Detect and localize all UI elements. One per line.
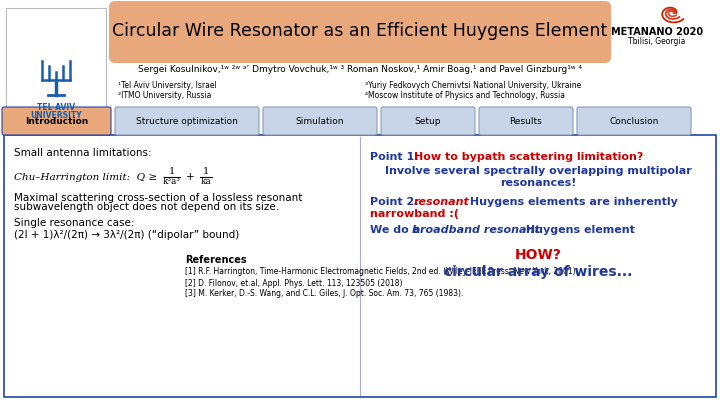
Text: Huygens elements are inherently: Huygens elements are inherently — [466, 197, 678, 207]
Text: Results: Results — [510, 117, 542, 126]
Text: Sergei Kosulnikov,¹ʷ ²ʷ ᵃ’ Dmytro Vovchuk,¹ʷ ³ Roman Noskov,¹ Amir Boag,¹ and Pa: Sergei Kosulnikov,¹ʷ ²ʷ ᵃ’ Dmytro Vovchu… — [138, 64, 582, 73]
Text: 1: 1 — [169, 168, 175, 177]
Text: Chu–Harrington limit:  Q ≥: Chu–Harrington limit: Q ≥ — [14, 173, 161, 181]
Text: We do a: We do a — [370, 225, 424, 235]
Bar — [0, 0, 720, 135]
Text: Single resonance case:: Single resonance case: — [14, 218, 135, 228]
Text: Involve several spectrally overlapping multipolar: Involve several spectrally overlapping m… — [384, 166, 691, 176]
FancyBboxPatch shape — [2, 107, 111, 135]
Text: Simulation: Simulation — [296, 117, 344, 126]
Text: Conclusion: Conclusion — [609, 117, 659, 126]
Text: 1: 1 — [203, 168, 209, 177]
Text: Point 1:: Point 1: — [370, 152, 423, 162]
Bar — [4, 135, 716, 397]
Text: Small antenna limitations:: Small antenna limitations: — [14, 148, 152, 158]
Text: Point 2:: Point 2: — [370, 197, 423, 207]
Text: ⁴Moscow Institute of Physics and Technology, Russia: ⁴Moscow Institute of Physics and Technol… — [365, 92, 565, 100]
Text: How to bypath scattering limitation?: How to bypath scattering limitation? — [414, 152, 644, 162]
Text: resonances!: resonances! — [500, 178, 576, 188]
Text: Circular Wire Resonator as an Efficient Huygens Element: Circular Wire Resonator as an Efficient … — [112, 22, 608, 40]
Text: References: References — [185, 255, 247, 265]
Text: [3] M. Kerker, D.-S. Wang, and C.L. Giles, J. Opt. Soc. Am. 73, 765 (1983).: [3] M. Kerker, D.-S. Wang, and C.L. Gile… — [185, 290, 464, 298]
Text: ²ITMO University, Russia: ²ITMO University, Russia — [118, 92, 212, 100]
Bar — [6, 8, 106, 128]
FancyBboxPatch shape — [115, 107, 259, 135]
Text: HOW?: HOW? — [515, 248, 562, 262]
FancyBboxPatch shape — [263, 107, 377, 135]
Text: [2] D. Filonov, et.al, Appl. Phys. Lett. 113, 123505 (2018): [2] D. Filonov, et.al, Appl. Phys. Lett.… — [185, 279, 402, 288]
Text: ³Yuriy Fedkovych Chernivtsi National University, Ukraine: ³Yuriy Fedkovych Chernivtsi National Uni… — [365, 81, 581, 90]
Text: (2l + 1)λ²/(2π) → 3λ²/(2π) (“dipolar” bound): (2l + 1)λ²/(2π) → 3λ²/(2π) (“dipolar” bo… — [14, 230, 239, 240]
Text: TEL AVIV: TEL AVIV — [37, 104, 75, 113]
Text: Setup: Setup — [415, 117, 441, 126]
Text: Maximal scattering cross-section of a lossless resonant: Maximal scattering cross-section of a lo… — [14, 193, 302, 203]
Text: narrowband :(: narrowband :( — [370, 209, 459, 219]
Text: METANANO 2020: METANANO 2020 — [611, 27, 703, 37]
Text: k³a³: k³a³ — [163, 177, 181, 186]
Text: broadband resonant: broadband resonant — [412, 225, 540, 235]
Text: Introduction: Introduction — [25, 117, 88, 126]
FancyBboxPatch shape — [381, 107, 475, 135]
Text: Huygens element: Huygens element — [522, 225, 635, 235]
FancyBboxPatch shape — [109, 1, 611, 63]
Text: ka: ka — [201, 177, 212, 186]
FancyBboxPatch shape — [577, 107, 691, 135]
Text: UNIVERSITY: UNIVERSITY — [30, 111, 82, 119]
Text: [1] R.F. Harrington, Time-Harmonic Electromagnetic Fields, 2nd ed. (Wiley-IEEE P: [1] R.F. Harrington, Time-Harmonic Elect… — [185, 267, 578, 277]
Text: +: + — [186, 172, 194, 182]
Text: subwavelength object does not depend on its size.: subwavelength object does not depend on … — [14, 202, 279, 212]
FancyBboxPatch shape — [479, 107, 573, 135]
Text: ¹Tel Aviv University, Israel: ¹Tel Aviv University, Israel — [118, 81, 217, 90]
Text: resonant: resonant — [414, 197, 470, 207]
Text: Tbilisi, Georgia: Tbilisi, Georgia — [629, 36, 685, 45]
Text: circular array of wires...: circular array of wires... — [444, 265, 632, 279]
Text: Structure optimization: Structure optimization — [136, 117, 238, 126]
